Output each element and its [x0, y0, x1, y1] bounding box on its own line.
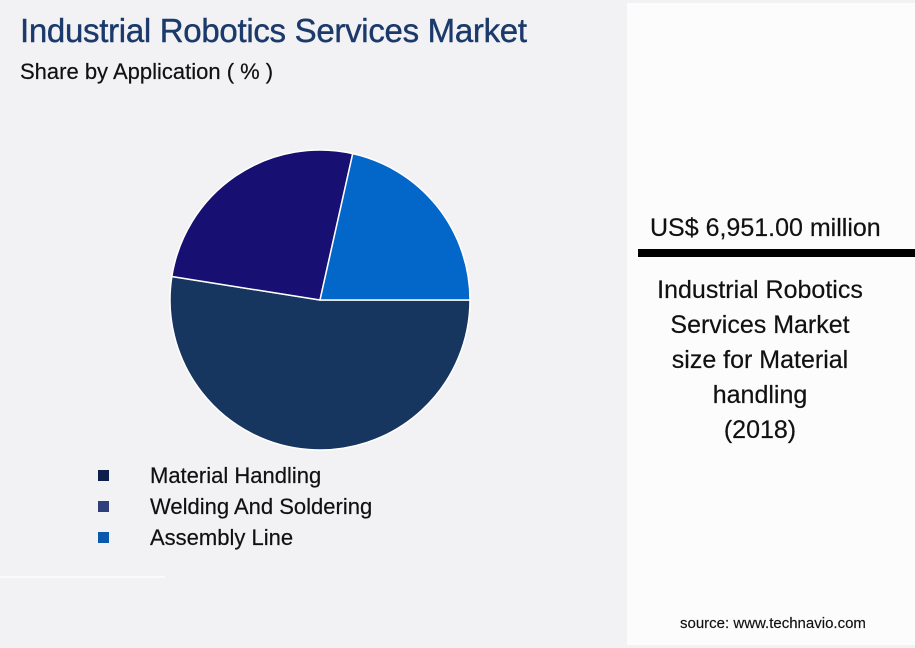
legend-item-material-handling: Material Handling: [98, 460, 372, 491]
side-panel: [627, 3, 915, 645]
description-line: handling: [712, 381, 808, 409]
value-underline-bar: [638, 249, 915, 257]
legend-swatch-icon: [98, 532, 109, 543]
legend-label: Assembly Line: [150, 524, 294, 550]
legend-item-welding-and-soldering: Welding And Soldering: [98, 491, 372, 522]
source-link[interactable]: source: www.technavio.com: [680, 615, 866, 632]
legend-swatch-icon: [98, 470, 109, 481]
legend-label: Welding And Soldering: [150, 493, 373, 519]
description-line: (2018): [723, 416, 797, 444]
chart-subtitle: Share by Application ( % ): [20, 59, 274, 84]
chart-title: Industrial Robotics Services Market: [20, 12, 527, 49]
legend-swatch-icon: [98, 501, 109, 512]
description-line: Services Market: [670, 311, 850, 339]
pie-slice-assembly-line: [319, 152, 471, 301]
divider: [0, 576, 165, 578]
market-size-description: Industrial Robotics Services Market size…: [638, 273, 882, 448]
description-line: size for Material: [671, 346, 849, 374]
pie-slice-material-handling: [169, 275, 471, 451]
market-size-value: US$ 6,951.00 million: [650, 214, 881, 242]
pie-slice-welding-and-soldering: [171, 149, 354, 301]
legend-label: Material Handling: [150, 462, 322, 488]
pie-chart: [169, 149, 471, 451]
legend: Material Handling Welding And Soldering …: [98, 460, 372, 553]
legend-item-assembly-line: Assembly Line: [98, 522, 372, 553]
description-line: Industrial Robotics: [657, 276, 863, 304]
